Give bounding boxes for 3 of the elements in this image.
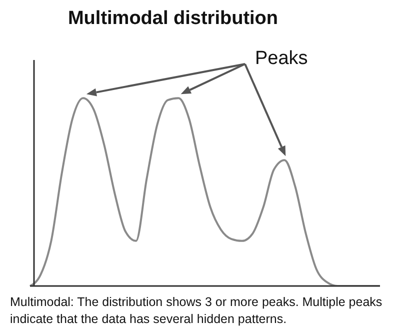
text: Multimodal: The distribution shows 3 or more peaks. Multiple peaks indicate that the data has several hidden patterns. — [10, 294, 384, 328]
text: Peaks — [255, 48, 308, 70]
chart-title: Multimodal distribution — [66, 8, 280, 30]
